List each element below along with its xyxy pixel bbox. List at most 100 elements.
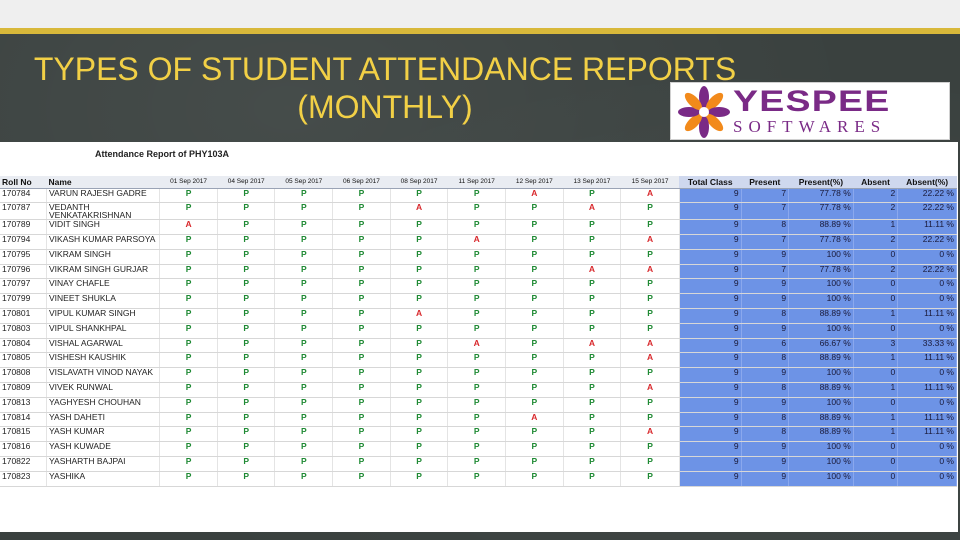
cell-attendance-mark: P bbox=[274, 367, 334, 384]
header-date[interactable]: 06 Sep 2017 bbox=[332, 176, 391, 189]
cell-absent-pct: 0 % bbox=[897, 397, 957, 413]
table-row[interactable]: 170795 VIKRAM SINGH P P P P P P P P P 9 9 100 % 0 0 % bbox=[0, 249, 957, 265]
cell-attendance-mark: P bbox=[505, 441, 564, 458]
cell-attendance-mark: P bbox=[274, 293, 334, 310]
cell-roll-no: 170784 bbox=[0, 188, 47, 204]
cell-present-pct: 77.78 % bbox=[788, 202, 854, 221]
table-row[interactable]: 170789 VIDIT SINGH A P P P P P P P P 9 8 88.89 % 1 11.1… bbox=[0, 219, 957, 236]
cell-attendance-mark: P bbox=[217, 249, 276, 265]
header-date[interactable]: 05 Sep 2017 bbox=[274, 176, 333, 189]
cell-total-class: 9 bbox=[679, 264, 742, 280]
header-date[interactable]: 01 Sep 2017 bbox=[159, 176, 218, 189]
cell-total-class: 9 bbox=[679, 471, 742, 487]
cell-attendance-mark: P bbox=[274, 471, 334, 487]
cell-present: 9 bbox=[741, 397, 790, 413]
cell-attendance-mark: P bbox=[274, 412, 334, 428]
header-date[interactable]: 08 Sep 2017 bbox=[390, 176, 448, 189]
cell-attendance-mark: P bbox=[159, 293, 218, 310]
cell-attendance-mark: P bbox=[505, 308, 564, 324]
table-row[interactable]: 170815 YASH KUMAR P P P P P P P P A 9 8 88.89 % 1 11.11… bbox=[0, 426, 957, 443]
cell-attendance-mark: P bbox=[159, 323, 218, 339]
header-roll[interactable]: Roll No bbox=[0, 176, 47, 189]
table-row[interactable]: 170797 VINAY CHAFLE P P P P P P P P P 9 9 100 % 0 0 % bbox=[0, 278, 957, 295]
cell-attendance-mark: P bbox=[274, 219, 334, 236]
cell-attendance-mark: P bbox=[217, 412, 276, 428]
cell-name: YASH KUWADE bbox=[46, 441, 161, 458]
table-row[interactable]: 170805 VISHESH KAUSHIK P P P P P P P P A 9 8 88.89 % 1… bbox=[0, 352, 957, 369]
cell-attendance-mark: P bbox=[332, 471, 391, 487]
cell-attendance-mark: P bbox=[505, 293, 564, 310]
cell-absent: 0 bbox=[853, 397, 899, 413]
header-date[interactable]: 13 Sep 2017 bbox=[563, 176, 621, 189]
table-row[interactable]: 170804 VISHAL AGARWAL P P P P P A P A A 9 6 66.67 % 3 3… bbox=[0, 338, 957, 354]
cell-total-class: 9 bbox=[679, 202, 742, 221]
cell-attendance-mark: P bbox=[217, 456, 276, 472]
cell-attendance-mark: P bbox=[217, 352, 276, 369]
cell-attendance-mark: P bbox=[217, 397, 276, 413]
cell-present: 9 bbox=[741, 441, 790, 458]
table-row[interactable]: 170801 VIPUL KUMAR SINGH P P P P A P P P P 9 8 88.89 … bbox=[0, 308, 957, 324]
cell-roll-no: 170801 bbox=[0, 308, 47, 324]
table-row[interactable]: 170813 YAGHYESH CHOUHAN P P P P P P P P P 9 9 100 % 0 0… bbox=[0, 397, 957, 413]
cell-attendance-mark: P bbox=[447, 249, 506, 265]
cell-attendance-mark: P bbox=[390, 397, 449, 413]
cell-attendance-mark: P bbox=[505, 202, 564, 221]
table-row[interactable]: 170816 YASH KUWADE P P P P P P P P P 9 9 100 % 0 0 % bbox=[0, 441, 957, 458]
cell-name: VIKRAM SINGH bbox=[46, 249, 161, 265]
header-present-pct[interactable]: Present(%) bbox=[788, 176, 854, 189]
cell-attendance-mark: P bbox=[390, 249, 449, 265]
cell-absent: 2 bbox=[853, 202, 899, 221]
cell-name: YASH DAHETI bbox=[46, 412, 161, 428]
header-total-class[interactable]: Total Class bbox=[679, 176, 742, 189]
cell-attendance-mark: P bbox=[274, 202, 334, 221]
cell-attendance-mark: P bbox=[620, 397, 680, 413]
table-row[interactable]: 170787 VEDANTH VENKATAKRISHNAN P P P P A P P A P 9 7… bbox=[0, 202, 957, 221]
company-logo: YESPEE SOFTWARES bbox=[670, 82, 950, 140]
cell-present: 9 bbox=[741, 249, 790, 265]
cell-attendance-mark: P bbox=[447, 397, 506, 413]
cell-attendance-mark: P bbox=[390, 367, 449, 384]
table-row[interactable]: 170803 VIPUL SHANKHPAL P P P P P P P P P 9 9 100 % 0 0 … bbox=[0, 323, 957, 339]
cell-attendance-mark: P bbox=[332, 397, 391, 413]
cell-present: 8 bbox=[741, 382, 790, 398]
cell-absent: 0 bbox=[853, 323, 899, 339]
header-date[interactable]: 11 Sep 2017 bbox=[447, 176, 506, 189]
header-name[interactable]: Name bbox=[46, 176, 160, 189]
header-date[interactable]: 15 Sep 2017 bbox=[620, 176, 680, 189]
cell-attendance-mark: P bbox=[563, 234, 622, 250]
cell-absent: 2 bbox=[853, 188, 899, 204]
table-row[interactable]: 170808 VISLAVATH VINOD NAYAK P P P P P P P P P 9 9 10… bbox=[0, 367, 957, 384]
table-row[interactable]: 170809 VIVEK RUNWAL P P P P P P P P A 9 8 88.89 % 1 11.… bbox=[0, 382, 957, 398]
table-row[interactable]: 170794 VIKASH KUMAR PARSOYA P P P P P A P P A 9 7 77.… bbox=[0, 234, 957, 250]
table-row[interactable]: 170823 YASHIKA P P P P P P P P P 9 9 100 % 0 0 % bbox=[0, 471, 957, 487]
table-row[interactable]: 170814 YASH DAHETI P P P P P P A P P 9 8 88.89 % 1 11.1… bbox=[0, 412, 957, 428]
cell-roll-no: 170815 bbox=[0, 426, 47, 443]
header-absent[interactable]: Absent bbox=[853, 176, 898, 189]
table-row[interactable]: 170784 VARUN RAJESH GADRE P P P P P P A P A 9 7 77.78… bbox=[0, 188, 957, 204]
table-row[interactable]: 170796 VIKRAM SINGH GURJAR P P P P P P P A A 9 7 77.7… bbox=[0, 264, 957, 280]
cell-total-class: 9 bbox=[679, 249, 742, 265]
cell-attendance-mark: P bbox=[563, 382, 622, 398]
cell-attendance-mark: P bbox=[447, 264, 506, 280]
cell-present-pct: 100 % bbox=[788, 293, 854, 310]
table-row[interactable]: 170822 YASHARTH BAJPAI P P P P P P P P P 9 9 100 % 0 0 … bbox=[0, 456, 957, 472]
top-band bbox=[0, 0, 960, 28]
cell-attendance-mark: P bbox=[505, 234, 564, 250]
cell-present: 9 bbox=[741, 367, 790, 384]
cell-attendance-mark: P bbox=[274, 397, 334, 413]
cell-total-class: 9 bbox=[679, 219, 742, 236]
cell-absent: 1 bbox=[853, 426, 899, 443]
cell-roll-no: 170794 bbox=[0, 234, 47, 250]
header-date[interactable]: 04 Sep 2017 bbox=[217, 176, 275, 189]
cell-attendance-mark: P bbox=[390, 352, 449, 369]
cell-absent-pct: 0 % bbox=[897, 367, 957, 384]
header-date[interactable]: 12 Sep 2017 bbox=[505, 176, 564, 189]
cell-attendance-mark: P bbox=[505, 323, 564, 339]
table-row[interactable]: 170799 VINEET SHUKLA P P P P P P P P P 9 9 100 % 0 0 % bbox=[0, 293, 957, 310]
cell-attendance-mark: P bbox=[505, 249, 564, 265]
cell-attendance-mark: P bbox=[563, 249, 622, 265]
cell-attendance-mark: P bbox=[563, 323, 622, 339]
header-absent-pct[interactable]: Absent(%) bbox=[897, 176, 957, 189]
header-present[interactable]: Present bbox=[741, 176, 789, 189]
cell-attendance-mark: P bbox=[563, 426, 622, 443]
